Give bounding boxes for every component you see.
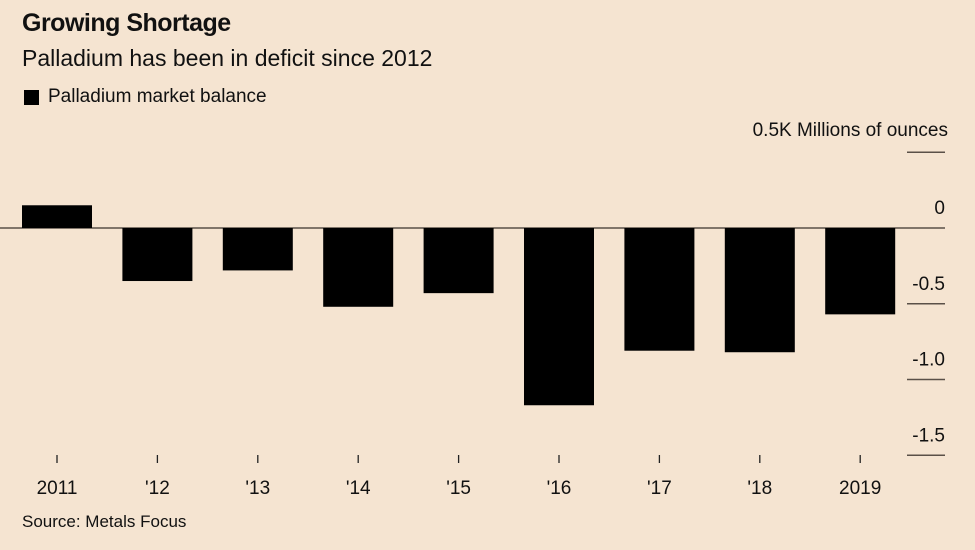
x-tick-label: '18: [747, 478, 772, 499]
x-tick-label: '17: [647, 478, 672, 499]
y-tick-label: -0.5: [912, 274, 945, 295]
legend-label: Palladium market balance: [48, 86, 267, 107]
x-tick-label: '15: [446, 478, 471, 499]
source-note: Source: Metals Focus: [22, 512, 187, 531]
x-tick-label: '12: [145, 478, 170, 499]
bar: [323, 228, 394, 307]
y-tick-label: -1.5: [912, 425, 945, 446]
x-tick-label: 2011: [37, 478, 78, 499]
x-tick-label: 2019: [839, 478, 881, 499]
legend: Palladium market balance: [22, 86, 267, 108]
bar: [524, 228, 594, 406]
x-tick-label: '14: [346, 478, 371, 499]
bar: [22, 205, 92, 228]
y-tick-label: -1.0: [912, 350, 945, 371]
bar: [825, 228, 896, 315]
x-tick-label: '13: [245, 478, 270, 499]
x-tick-label: '16: [547, 478, 572, 499]
y-tick-label: 0: [934, 198, 945, 219]
chart-subtitle: Palladium has been in deficit since 2012: [22, 45, 433, 71]
bar: [724, 228, 795, 353]
chart-title: Growing Shortage: [22, 9, 231, 37]
bar: [222, 228, 293, 271]
bar: [122, 228, 193, 282]
legend-swatch: [24, 89, 39, 105]
bar: [624, 228, 695, 351]
y-axis-unit-label: 0.5K Millions of ounces: [752, 120, 948, 141]
bar: [423, 228, 494, 294]
